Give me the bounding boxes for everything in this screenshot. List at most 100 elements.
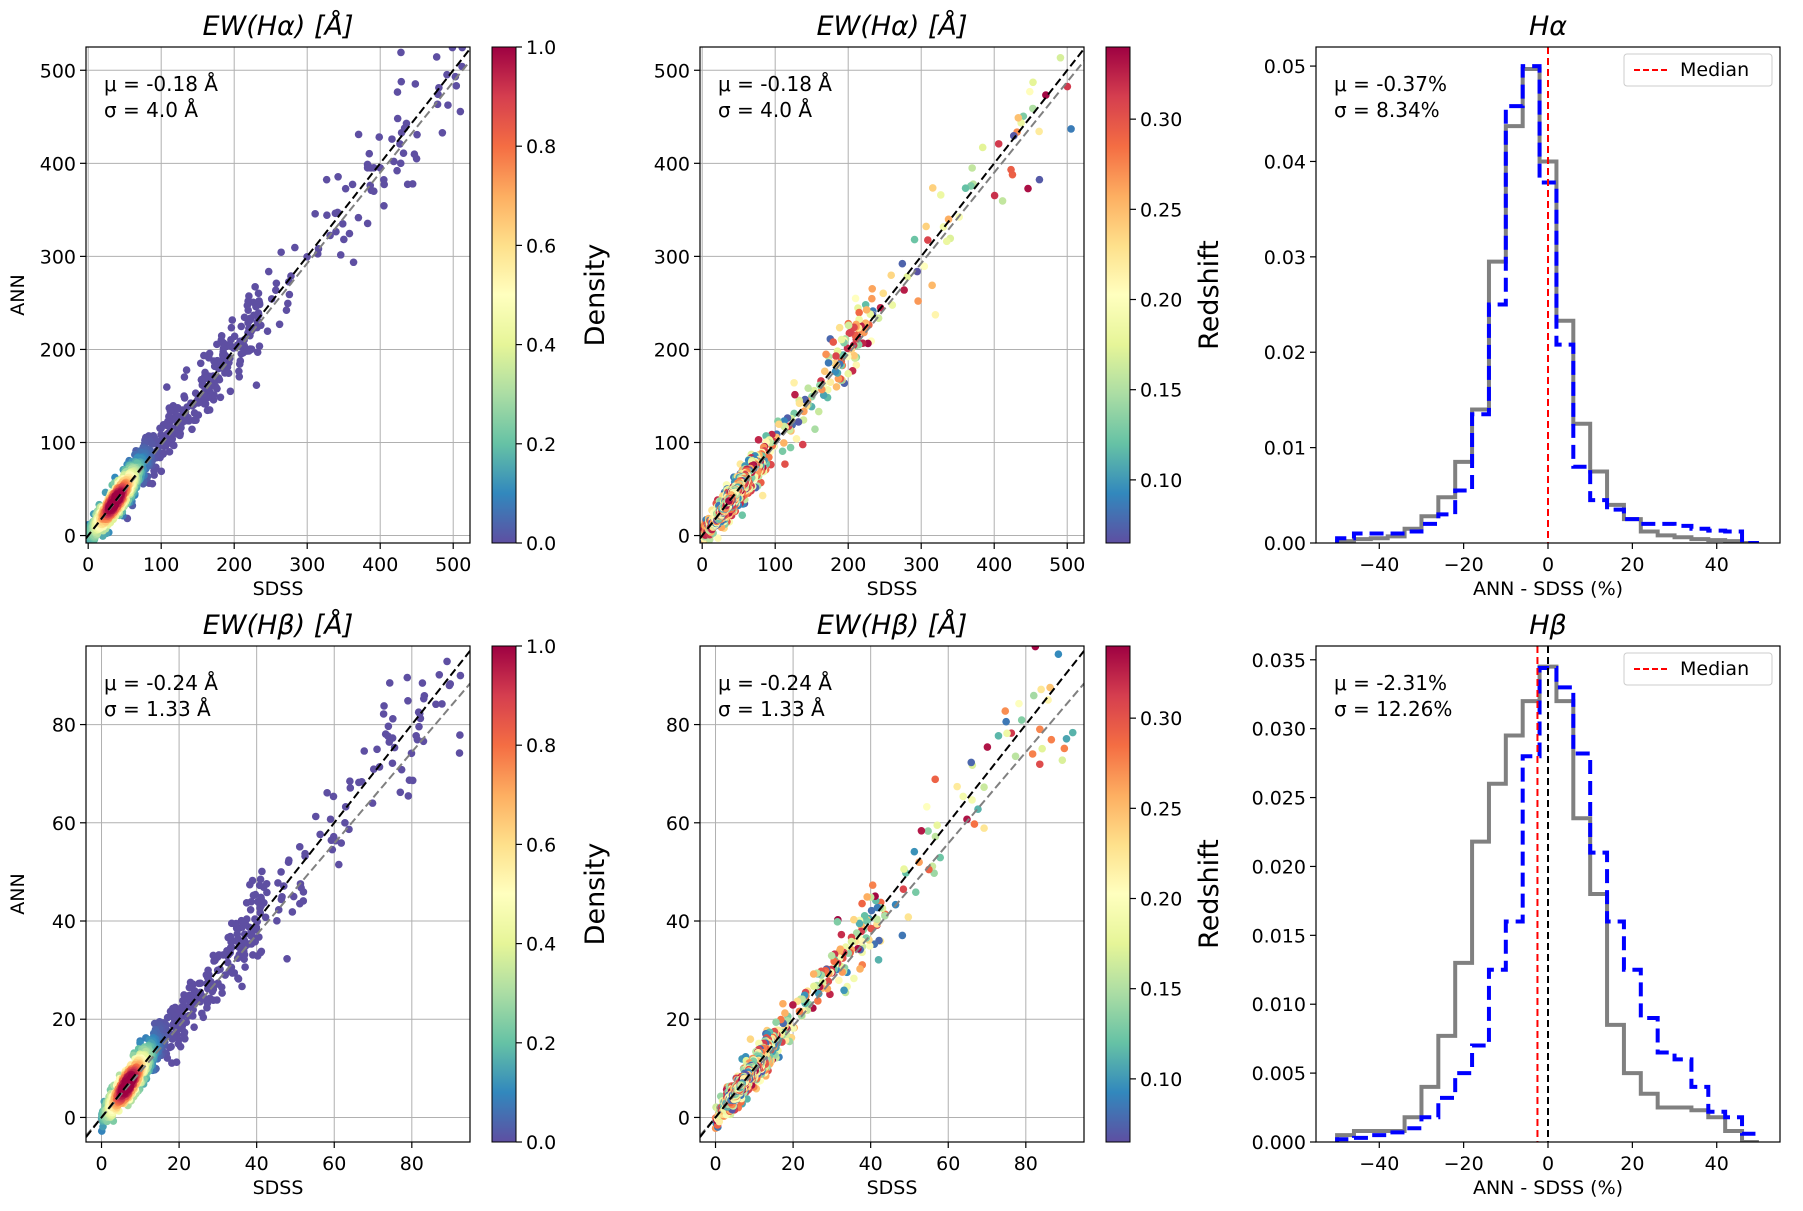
data-point — [338, 220, 347, 228]
y-tick-label: 0.00 — [1264, 533, 1306, 555]
data-point — [213, 340, 221, 349]
data-point — [198, 1009, 206, 1018]
data-point — [282, 306, 291, 314]
data-point — [190, 1023, 198, 1031]
data-point — [224, 933, 233, 942]
data-point — [385, 738, 394, 746]
data-point — [432, 53, 441, 61]
colorbar: 0.0 0.2 0.4 0.6 0.8 1.0 Density — [491, 37, 611, 555]
data-point — [163, 383, 171, 391]
data-point — [920, 262, 929, 271]
data-point — [887, 271, 896, 280]
y-tick-label: 60 — [666, 813, 690, 835]
data-point — [856, 965, 864, 973]
data-point — [850, 974, 858, 983]
y-tick-label: 400 — [40, 153, 76, 175]
data-point — [980, 783, 988, 792]
data-point — [355, 778, 363, 787]
data-point — [242, 899, 251, 907]
stat-annotation: σ = 4.0 Å — [104, 98, 198, 122]
colorbar-tick-label: 0.4 — [526, 934, 556, 956]
data-point — [456, 107, 465, 116]
data-point — [238, 982, 246, 991]
y-tick-label: 0.01 — [1264, 438, 1306, 460]
data-point — [826, 378, 835, 386]
data-point — [913, 267, 922, 276]
data-point — [917, 826, 926, 835]
data-point — [1046, 683, 1054, 692]
y-tick-label: 300 — [654, 246, 690, 268]
data-point — [393, 166, 401, 175]
legend: Median — [1623, 53, 1773, 87]
y-tick-label: 0 — [678, 526, 690, 548]
data-point — [264, 267, 273, 276]
chart-title: EW(Hβ) [Å] — [203, 609, 353, 641]
data-point — [714, 534, 722, 542]
data-point — [814, 997, 822, 1005]
data-point — [743, 1095, 751, 1103]
data-point — [379, 710, 388, 718]
data-point — [188, 425, 196, 434]
data-point — [251, 283, 259, 291]
colorbar-tick-label: 0.2 — [526, 434, 556, 456]
data-point — [241, 963, 249, 971]
y-tick-label: 80 — [52, 715, 76, 737]
axes-frame — [85, 46, 471, 544]
y-tick-label: 0.005 — [1252, 1063, 1306, 1085]
colorbar-tick-label: 1.0 — [526, 636, 556, 658]
data-point — [227, 323, 236, 332]
data-point — [809, 970, 818, 978]
data-point — [961, 184, 970, 192]
colorbar-gradient — [491, 645, 517, 1143]
panel-p1: 0 100 200 300 400 500 0 100 200 300 400 500 EW(Hα) [… — [7, 10, 611, 600]
data-point — [800, 407, 808, 416]
data-point — [922, 803, 931, 811]
y-tick-label: 0.02 — [1264, 342, 1306, 364]
data-point — [246, 905, 255, 914]
data-point — [444, 101, 452, 109]
data-point — [834, 374, 843, 383]
axes-frame — [699, 645, 1085, 1143]
colorbar-tick-label: 0.20 — [1140, 889, 1182, 911]
data-point — [1058, 756, 1067, 764]
legend-label: Median — [1680, 658, 1749, 680]
data-point — [874, 956, 883, 964]
data-point — [746, 1035, 755, 1043]
data-point — [210, 957, 218, 965]
data-point — [1035, 127, 1043, 136]
data-point — [1009, 132, 1018, 140]
y-tick-label: 0.015 — [1252, 925, 1306, 947]
data-point — [235, 372, 244, 381]
data-point — [832, 352, 840, 360]
data-point — [845, 329, 854, 338]
colorbar-tick-label: 0.6 — [526, 235, 556, 257]
plot-area — [86, 646, 470, 1142]
data-point — [240, 313, 249, 322]
data-point — [858, 899, 866, 908]
data-point — [363, 219, 372, 228]
data-point — [348, 180, 357, 189]
data-point — [983, 743, 992, 751]
data-point — [331, 209, 340, 218]
data-point — [418, 679, 427, 687]
y-tick-label: 200 — [40, 339, 76, 361]
data-point — [970, 820, 979, 828]
data-point — [405, 776, 414, 784]
data-point — [968, 796, 976, 804]
y-tick-label: 100 — [654, 432, 690, 454]
data-point — [831, 367, 840, 376]
data-point — [354, 130, 363, 139]
data-point — [903, 272, 912, 281]
fit-line — [86, 60, 470, 539]
data-point — [1052, 12, 1060, 20]
data-point — [196, 359, 205, 368]
data-point — [790, 378, 798, 387]
colorbar-tick-label: 0.30 — [1140, 708, 1182, 730]
data-point — [775, 420, 783, 429]
colorbar-tick-label: 0.15 — [1140, 380, 1182, 402]
colorbar-tick-label: 0.10 — [1140, 1069, 1182, 1091]
data-point — [195, 979, 203, 988]
y-tick-label: 0.010 — [1252, 994, 1306, 1016]
data-point — [244, 306, 252, 314]
x-tick-label: 40 — [1705, 1153, 1729, 1175]
